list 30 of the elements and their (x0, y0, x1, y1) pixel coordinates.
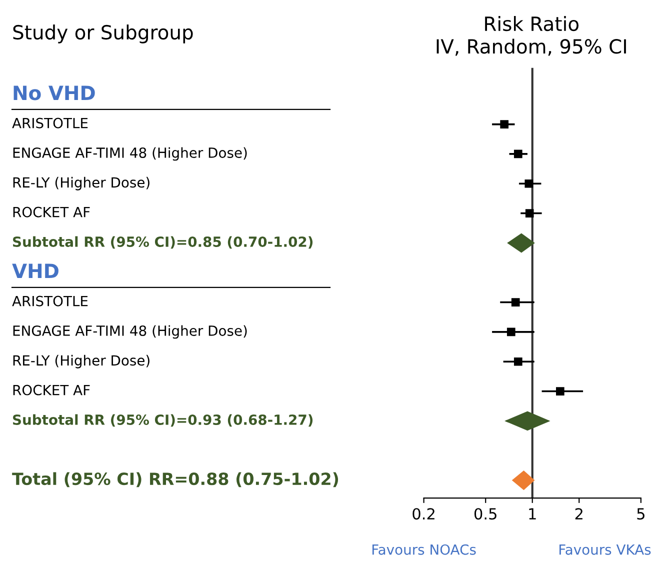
y-tick-label: No VHD (14, 86, 95, 100)
x-tick-label: 0.5 (474, 508, 496, 520)
text: Favours VKAs (559, 544, 651, 555)
point (514, 150, 522, 158)
point (524, 179, 534, 188)
y-tick-label: RE-LY (Higher Dose) (13, 176, 150, 190)
y-tick-label: RE-LY (Higher Dose) (13, 354, 150, 368)
chart-title: Risk Ratio (485, 16, 579, 32)
y-tick-label: Subtotal RR (95% CI)=0.85 (0.70-1.02) (12, 236, 313, 249)
point (506, 328, 516, 336)
point (514, 357, 522, 366)
x-tick-label: 1 (529, 508, 536, 520)
chart-subtitle: IV, Random, 95% CI (436, 38, 626, 56)
y-tick-label: ENGAGE AF-TIMI 48 (Higher Dose) (13, 325, 247, 339)
x-tick-label: 0.2 (412, 508, 434, 520)
x-tick-label: 5 (637, 508, 644, 520)
point (525, 209, 534, 218)
y-tick-label: ARISTOTLE (12, 118, 88, 128)
y-tick-label: VHD (12, 264, 58, 278)
y-tick-label: ARISTOTLE (12, 296, 88, 306)
y-tick-label: ROCKET AF (13, 384, 90, 396)
y-tick-label: Subtotal RR (95% CI)=0.93 (0.68-1.27) (12, 414, 313, 427)
y-axis-title: Study or Subgroup (13, 24, 193, 44)
y-tick-label: ENGAGE AF-TIMI 48 (Higher Dose) (13, 147, 247, 161)
y-tick-label: ROCKET AF (13, 206, 90, 218)
text: Favours NOACs (372, 544, 476, 555)
y-tick-label: Total (95% CI) RR=0.88 (0.75-1.02) (12, 472, 338, 488)
x-tick-label: 2 (575, 508, 582, 520)
point (511, 298, 520, 306)
point (512, 470, 534, 490)
